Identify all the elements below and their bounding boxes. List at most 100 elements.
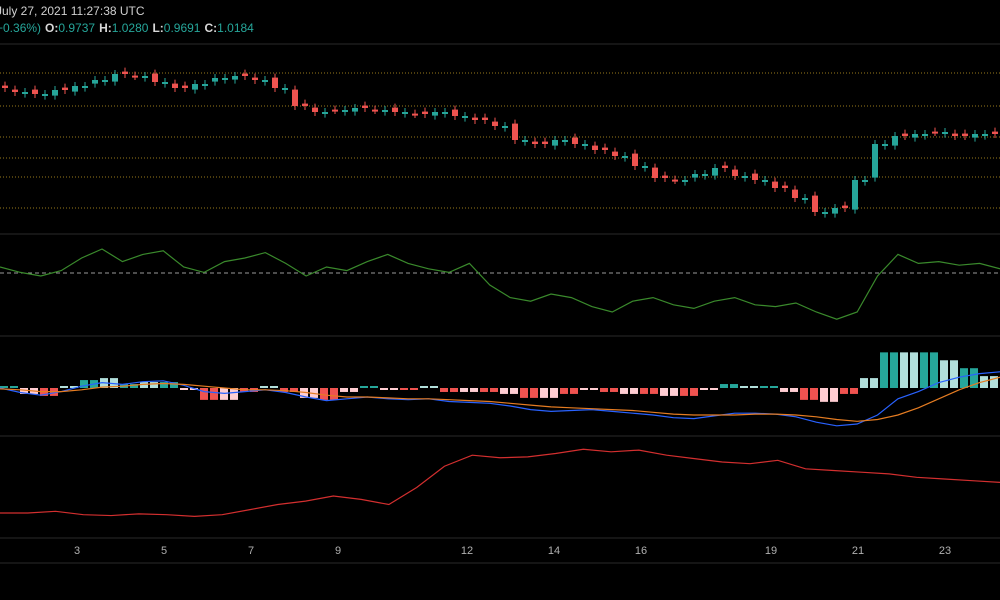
candle [642,166,648,168]
candle [602,147,608,150]
candle [332,109,338,112]
macd-histogram-bar [70,386,78,388]
candle [292,89,298,106]
low-value: 0.9691 [163,21,201,35]
macd-histogram-bar [490,388,498,392]
candle [932,131,938,134]
third-indicator-line [0,448,1000,518]
macd-histogram-bar [670,388,678,396]
candle [552,140,558,146]
candle [242,73,248,76]
candle [152,73,158,82]
candle [382,110,388,112]
macd-histogram-bar [810,388,818,400]
candle [702,174,708,176]
macd-histogram-bar [520,388,528,398]
candle [452,109,458,116]
candle [772,181,778,188]
high-value: 1.0280 [111,21,149,35]
candle [42,94,48,96]
macd-histogram-bar [370,386,378,388]
macd-histogram-bar [860,378,868,388]
candle [112,74,118,82]
candle [82,86,88,88]
change-percent: +0.36%) [0,21,42,35]
candle [192,84,198,90]
candle [792,189,798,198]
candle [782,185,788,188]
macd-histogram-bar [360,386,368,388]
candle [372,109,378,112]
macd-histogram-bar [130,384,138,388]
candle [422,111,428,114]
candle [922,134,928,136]
candle [172,83,178,88]
candle [162,82,168,84]
macd-histogram-bar [990,376,998,388]
x-tick-label: 16 [635,545,647,557]
candle [532,141,538,144]
candle [462,116,468,118]
macd-histogram-bar [260,386,268,388]
macd-histogram-bar [720,384,728,388]
candle [902,133,908,136]
candle [12,89,18,92]
candle [582,144,588,146]
macd-histogram-bar [590,388,598,390]
candle [72,86,78,92]
candle [842,205,848,208]
open-label: O: [45,21,59,35]
macd-histogram-bar [210,388,218,400]
candle [592,145,598,150]
candle [92,80,98,84]
macd-histogram-bar [570,388,578,394]
macd-histogram-bar [500,388,508,394]
macd-histogram-bar [10,386,18,388]
candle [822,212,828,214]
macd-histogram-bar [0,386,8,388]
x-tick-label: 9 [335,545,341,557]
x-tick-label: 14 [548,545,560,557]
candle [872,144,878,178]
candle [312,107,318,112]
close-value: 1.0184 [217,21,254,35]
candle [652,167,658,178]
candle [632,153,638,166]
candle [322,112,328,114]
macd-histogram-bar [460,388,468,392]
macd-histogram-bar [600,388,608,392]
candle [682,180,688,182]
candle [222,78,228,80]
macd-histogram-bar [830,388,838,402]
candle [892,136,898,146]
candle [542,141,548,144]
candle [432,112,438,116]
candle [132,75,138,78]
macd-histogram-bar [170,382,178,388]
macd-histogram-bar [740,386,748,388]
macd-histogram-bar [450,388,458,392]
macd-histogram-bar [410,388,418,390]
candle [562,140,568,142]
macd-histogram-bar [820,388,828,402]
x-tick-label: 5 [161,545,167,557]
macd-histogram-bar [280,388,288,392]
macd-histogram-bar [690,388,698,396]
candle [762,180,768,182]
macd-histogram-bar [470,388,478,392]
macd-histogram-bar [640,388,648,394]
macd-histogram-bar [700,388,708,390]
x-tick-label: 21 [852,545,864,557]
macd-line [0,371,1000,427]
macd-histogram-bar [20,388,28,394]
candle [202,84,208,86]
macd-histogram-bar [880,352,888,388]
candle [912,134,918,138]
macd-histogram-bar [900,352,908,388]
candle [972,134,978,138]
candle [252,77,258,80]
candle [812,195,818,212]
candle [662,175,668,178]
macd-histogram-bar [800,388,808,400]
